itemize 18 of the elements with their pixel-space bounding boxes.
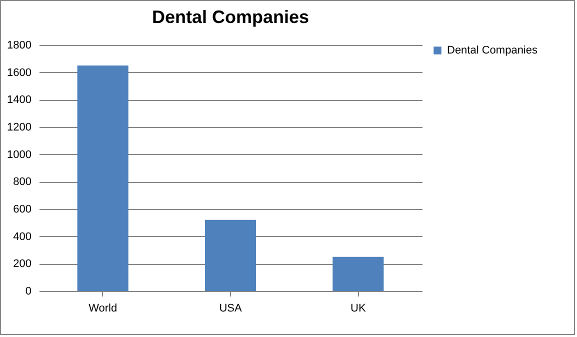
chart-title: Dental Companies bbox=[152, 7, 310, 27]
y-tick-label: 1600 bbox=[7, 66, 32, 79]
bar bbox=[204, 220, 256, 291]
x-tick-label: UK bbox=[350, 302, 366, 314]
y-tick-label: 1400 bbox=[7, 94, 32, 106]
y-tick-label: 400 bbox=[13, 230, 32, 243]
bar bbox=[332, 256, 384, 291]
x-tick-label: World bbox=[88, 302, 118, 314]
legend-label: Dental Companies bbox=[447, 44, 538, 56]
y-tick-label: 600 bbox=[13, 204, 32, 216]
y-tick-label: 200 bbox=[13, 258, 32, 270]
bar bbox=[77, 66, 128, 291]
x-tick-label: USA bbox=[219, 302, 242, 314]
y-tick-label: 1000 bbox=[7, 148, 32, 161]
y-tick-label: 1800 bbox=[7, 40, 32, 52]
y-tick-label: 1200 bbox=[7, 122, 32, 134]
y-tick-label: 800 bbox=[13, 176, 32, 188]
y-tick-label: 0 bbox=[25, 286, 32, 298]
